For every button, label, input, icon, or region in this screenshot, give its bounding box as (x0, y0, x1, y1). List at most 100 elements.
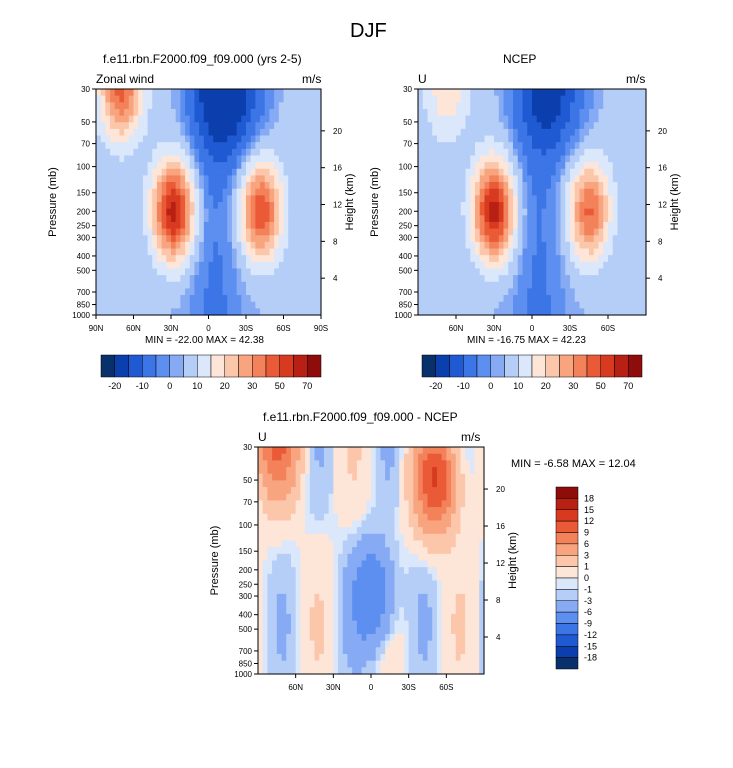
field-cell (532, 308, 538, 316)
field-cell (231, 208, 238, 216)
field-cell (283, 89, 289, 97)
field-cell (319, 500, 325, 508)
field-cell (231, 215, 238, 223)
field-cell (267, 480, 273, 488)
field-cell (250, 301, 256, 309)
field-cell (631, 168, 638, 177)
field-cell (366, 620, 372, 628)
field-cell (627, 308, 633, 316)
field-cell (347, 667, 353, 675)
field-cell (456, 228, 462, 236)
field-cell (570, 261, 576, 270)
field-cell (241, 135, 247, 143)
field-cell (489, 235, 495, 243)
field-cell (347, 520, 353, 528)
field-cell (347, 473, 353, 481)
field-cell (413, 547, 419, 555)
field-cell (565, 208, 571, 216)
field-cell (305, 520, 311, 528)
field-cell (508, 135, 514, 143)
field-cell (274, 128, 280, 137)
field-cell (494, 275, 500, 283)
field-cell (479, 308, 486, 316)
field-cell (246, 255, 252, 263)
field-cell (465, 122, 471, 130)
field-cell (328, 500, 334, 508)
field-cell (300, 560, 306, 568)
field-cell (579, 235, 585, 243)
field-cell (295, 580, 301, 588)
field-cell (489, 95, 495, 103)
field-cell (175, 248, 181, 256)
field-cell (432, 288, 438, 296)
field-cell (264, 295, 271, 303)
field-cell (418, 587, 424, 595)
field-cell (342, 487, 349, 495)
field-cell (314, 533, 320, 542)
field-cell (375, 533, 382, 542)
field-cell (570, 248, 576, 256)
field-cell (278, 162, 285, 170)
field-cell (222, 268, 228, 276)
field-cell (422, 607, 429, 615)
field-cell (541, 89, 547, 97)
field-cell (105, 142, 111, 150)
field-cell (152, 281, 158, 290)
field-cell (584, 122, 590, 130)
field-cell (114, 221, 121, 230)
field-cell (408, 620, 414, 628)
field-cell (267, 573, 273, 582)
field-cell (222, 228, 228, 236)
field-cell (231, 155, 238, 163)
field-cell (422, 467, 429, 475)
field-cell (627, 221, 633, 230)
field-cell (403, 540, 410, 548)
field-cell (589, 235, 595, 243)
field-cell (231, 195, 238, 203)
field-cell (570, 275, 576, 283)
field-cell (469, 540, 476, 548)
field-cell (276, 600, 283, 608)
field-cell (551, 182, 557, 190)
field-cell (323, 453, 330, 461)
field-cell (422, 453, 429, 461)
field-cell (589, 268, 595, 276)
field-cell (347, 513, 353, 522)
field-cell (598, 142, 604, 150)
field-cell (432, 175, 438, 183)
field-cell (300, 587, 306, 595)
field-cell (522, 301, 528, 309)
field-cell (352, 467, 358, 475)
field-cell (622, 135, 628, 143)
field-cell (175, 268, 181, 276)
field-cell (119, 148, 125, 157)
field-cell (361, 540, 367, 548)
field-cell (213, 281, 219, 290)
field-cell (100, 162, 106, 170)
field-cell (527, 89, 533, 97)
field-cell (399, 473, 405, 481)
field-cell (194, 135, 200, 143)
field-cell (589, 95, 595, 103)
field-cell (418, 620, 424, 628)
field-cell (498, 89, 505, 97)
field-cell (498, 142, 505, 150)
field-cell (171, 235, 177, 243)
field-cell (281, 667, 287, 675)
field-cell (385, 567, 391, 575)
field-cell (227, 288, 233, 296)
field-cell (465, 188, 471, 196)
field-cell (260, 261, 266, 270)
field-cell (288, 175, 294, 183)
field-cell (371, 520, 377, 528)
field-cell (513, 142, 519, 150)
field-cell (465, 182, 471, 190)
field-cell (532, 241, 538, 250)
field-cell (189, 301, 196, 309)
field-cell (579, 241, 585, 250)
field-cell (269, 168, 275, 177)
field-cell (264, 221, 271, 230)
field-cell (152, 275, 158, 283)
field-cell (290, 647, 297, 655)
field-cell (246, 281, 252, 290)
